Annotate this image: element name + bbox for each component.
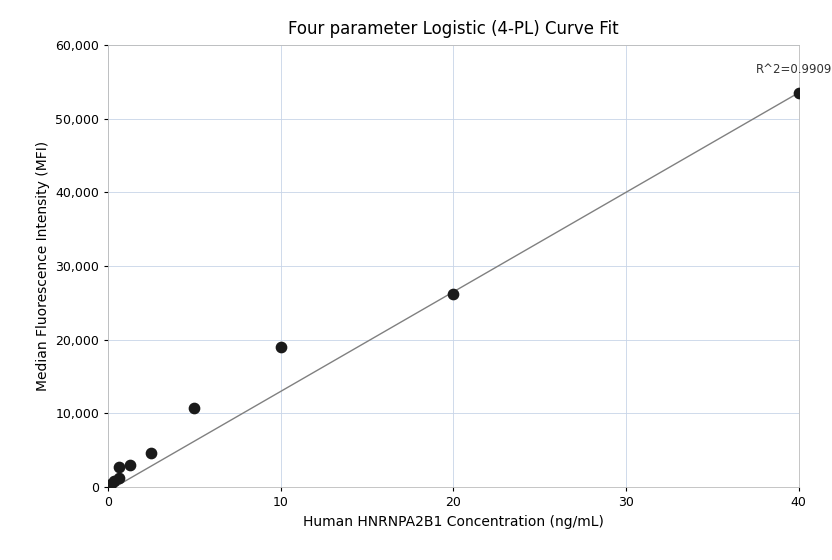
Point: [447, 290, 460, 298]
Point: [106, 476, 120, 485]
Point: [792, 88, 805, 97]
Point: [188, 403, 201, 412]
Point: [145, 448, 158, 457]
Point: [104, 479, 117, 488]
Y-axis label: Median Fluorescence Intensity (MFI): Median Fluorescence Intensity (MFI): [36, 141, 50, 391]
Point: [112, 462, 126, 471]
Point: [275, 343, 288, 352]
Point: [112, 474, 126, 483]
Point: [123, 460, 136, 469]
Title: Four parameter Logistic (4-PL) Curve Fit: Four parameter Logistic (4-PL) Curve Fit: [288, 20, 619, 38]
Text: R^2=0.9909: R^2=0.9909: [755, 63, 832, 76]
X-axis label: Human HNRNPA2B1 Concentration (ng/mL): Human HNRNPA2B1 Concentration (ng/mL): [303, 515, 604, 529]
